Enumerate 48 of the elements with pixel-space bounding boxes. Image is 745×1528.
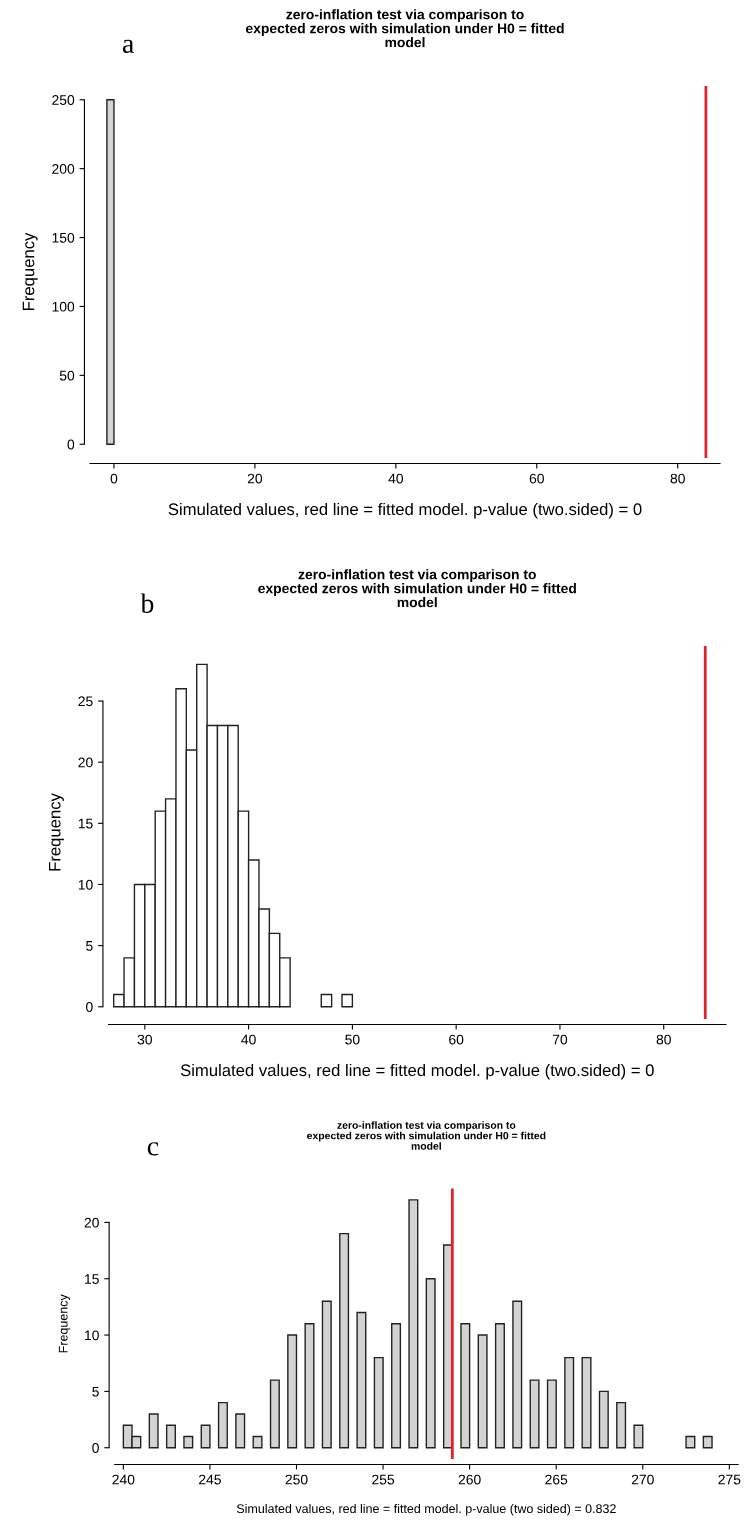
x-tick-label: 0 bbox=[110, 473, 118, 484]
x-tick-label: 30 bbox=[137, 1034, 153, 1045]
y-tick-label: 150 bbox=[52, 232, 75, 243]
chart-title: zero-inflation test via comparison to expected zeros with simulation under H0 = fitted model bbox=[307, 1121, 546, 1150]
y-tick-label: 0 bbox=[67, 439, 75, 450]
x-tick-label: 60 bbox=[529, 473, 544, 484]
x-tick-label: 50 bbox=[345, 1034, 360, 1045]
y-axis-title: Frequency bbox=[48, 793, 64, 871]
x-tick-label: 20 bbox=[247, 473, 263, 484]
x-tick-label: 245 bbox=[199, 1474, 221, 1485]
x-axis-title: Simulated values, red line = fitted model. p-value (two.sided) = 0 bbox=[180, 1063, 654, 1080]
x-tick-label: 265 bbox=[545, 1474, 568, 1485]
y-tick-label: 20 bbox=[78, 757, 93, 768]
text: c bbox=[147, 1142, 159, 1156]
y-tick-label: 200 bbox=[52, 164, 75, 174]
text: a bbox=[122, 39, 134, 53]
text: b bbox=[140, 593, 154, 613]
x-tick-label: 40 bbox=[241, 1034, 256, 1045]
y-tick-label: 25 bbox=[78, 696, 93, 707]
y-tick-label: 250 bbox=[52, 95, 75, 105]
x-tick-label: 80 bbox=[656, 1034, 671, 1045]
x-tick-label: 270 bbox=[631, 1474, 654, 1485]
y-tick-label: 0 bbox=[86, 1002, 93, 1012]
x-tick-label: 275 bbox=[718, 1474, 741, 1485]
y-axis-title: Frequency bbox=[22, 232, 38, 310]
y-tick-label: 20 bbox=[84, 1217, 99, 1228]
x-axis-title: Simulated values, red line = fitted model. p-value (two sided) = 0.832 bbox=[236, 1503, 616, 1516]
x-tick-label: 80 bbox=[670, 473, 685, 484]
x-axis-title: Simulated values, red line = fitted model. p-value (two.sided) = 0 bbox=[168, 502, 642, 519]
y-tick-label: 10 bbox=[78, 879, 93, 890]
chart-title: zero-inflation test via comparison to expected zeros with simulation under H0 = fitted model bbox=[245, 9, 564, 48]
y-tick-label: 15 bbox=[78, 818, 93, 829]
chart-title: zero-inflation test via comparison to expected zeros with simulation under H0 = fitted model bbox=[258, 569, 576, 608]
y-tick-label: 100 bbox=[52, 301, 75, 312]
x-tick-label: 60 bbox=[449, 1034, 464, 1045]
y-tick-label: 0 bbox=[92, 1443, 99, 1453]
x-tick-label: 250 bbox=[285, 1474, 308, 1485]
x-tick-label: 40 bbox=[388, 473, 404, 484]
y-axis-title: Frequency bbox=[58, 1294, 71, 1353]
x-tick-label: 255 bbox=[372, 1474, 395, 1485]
x-tick-label: 260 bbox=[458, 1474, 481, 1485]
y-tick-label: 10 bbox=[85, 1330, 99, 1341]
y-tick-label: 5 bbox=[92, 1386, 99, 1397]
y-tick-label: 15 bbox=[85, 1274, 99, 1284]
x-tick-label: 240 bbox=[112, 1474, 135, 1485]
y-tick-label: 50 bbox=[59, 370, 75, 381]
x-tick-label: 70 bbox=[552, 1034, 568, 1045]
y-tick-label: 5 bbox=[86, 941, 93, 951]
